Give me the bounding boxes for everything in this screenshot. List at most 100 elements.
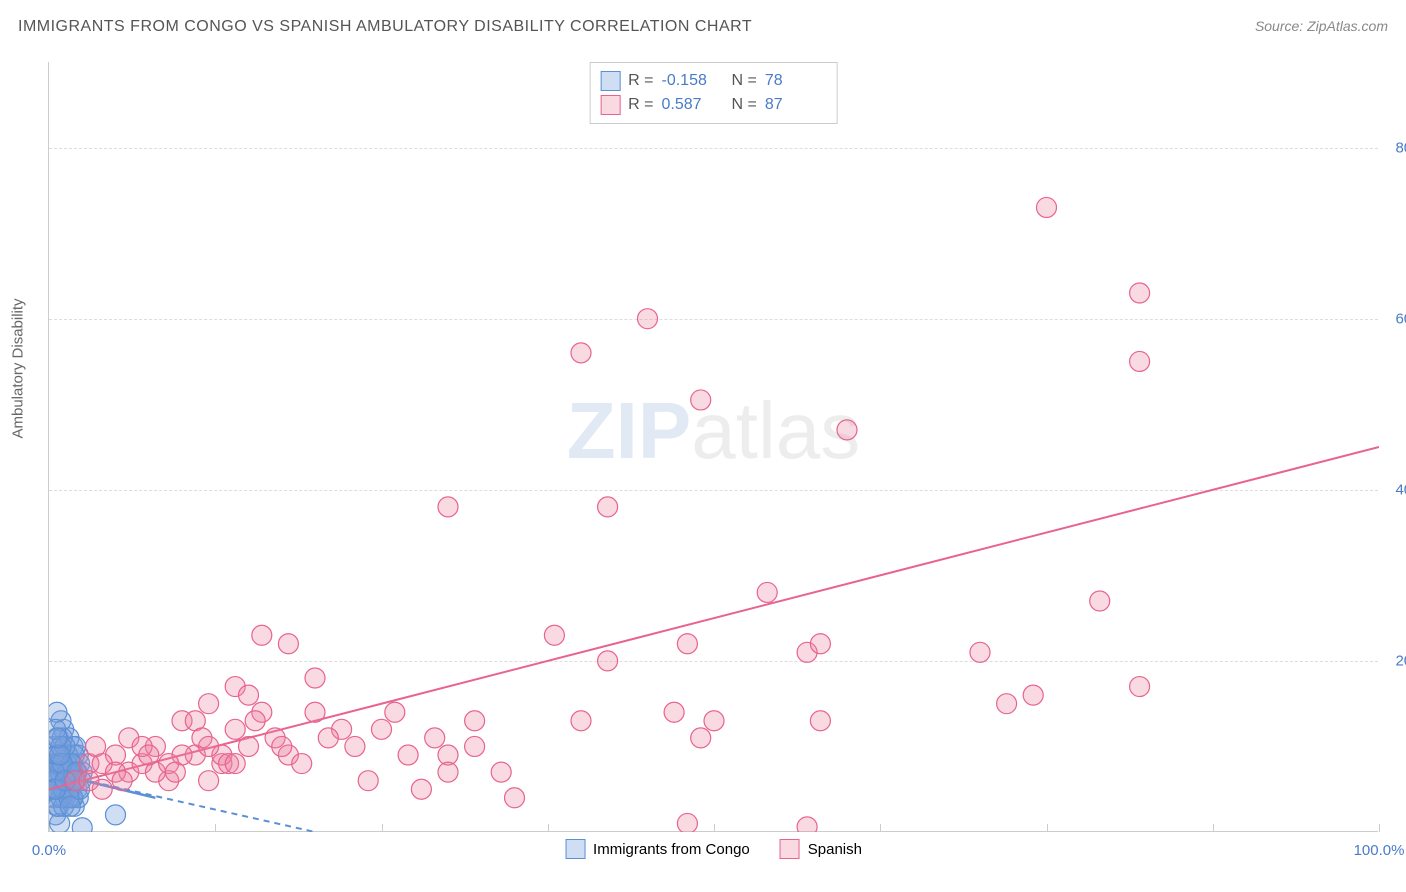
data-point [92,754,112,774]
data-point [52,779,72,799]
data-point [70,754,90,774]
watermark-light: atlas [691,386,860,475]
trend-line-1 [49,447,1379,789]
legend-item-0: Immigrants from Congo [565,839,750,859]
data-point [411,779,431,799]
data-point [159,771,179,791]
gridline [49,490,1378,491]
data-point [79,771,99,791]
data-point [49,754,64,774]
data-point [52,728,72,748]
data-point [55,762,75,782]
data-point [49,745,66,765]
data-point [797,817,817,832]
data-point [691,728,711,748]
data-point [691,390,711,410]
data-point [1090,591,1110,611]
data-point [52,745,72,765]
legend-label-1: Spanish [808,841,862,858]
trend-line-0 [49,772,315,832]
data-point [505,788,525,808]
y-axis-label: Ambulatory Disability [10,298,27,438]
data-point [66,771,86,791]
data-point [332,719,352,739]
data-point [71,771,91,791]
trend-line-solid-0 [49,772,155,798]
data-point [757,582,777,602]
data-point [1130,677,1150,697]
data-point [79,754,99,774]
data-point [165,762,185,782]
watermark-bold: ZIP [567,386,691,475]
data-point [49,771,64,791]
data-point [56,771,76,791]
data-point [54,796,74,816]
data-point [225,754,245,774]
x-tick [1379,824,1380,832]
y-tick-label: 20.0% [1395,652,1406,669]
x-tick-label: 0.0% [32,842,66,859]
chart-container: IMMIGRANTS FROM CONGO VS SPANISH AMBULAT… [0,0,1406,892]
watermark: ZIPatlas [567,385,860,477]
data-point [132,736,152,756]
data-point [571,343,591,363]
x-tick [714,824,715,832]
data-point [49,754,66,774]
data-point [1023,685,1043,705]
data-point [438,745,458,765]
data-point [112,771,132,791]
r-label-0: R = [628,72,653,90]
data-point [318,728,338,748]
data-point [86,736,106,756]
data-point [64,771,84,791]
data-point [132,754,152,774]
data-point [1130,283,1150,303]
chart-svg [49,62,1379,832]
data-point [52,754,72,774]
n-value-1: 87 [765,96,827,114]
data-point [438,762,458,782]
gridline [49,319,1378,320]
series-swatch-1 [600,95,620,115]
x-tick-label: 100.0% [1354,842,1405,859]
data-point [199,771,219,791]
data-point [58,745,78,765]
data-point [49,779,63,799]
data-point [305,702,325,722]
data-point [72,818,92,832]
data-point [55,771,75,791]
x-tick [548,824,549,832]
data-point [55,788,75,808]
data-point [385,702,405,722]
source-label: Source: ZipAtlas.com [1255,18,1388,34]
data-point [51,736,71,756]
data-point [305,668,325,688]
data-point [59,779,79,799]
data-point [54,779,74,799]
data-point [60,754,80,774]
data-point [63,736,83,756]
stat-row-1: R = 0.587 N = 87 [600,93,827,117]
data-point [345,736,365,756]
stat-box: R = -0.158 N = 78 R = 0.587 N = 87 [589,62,838,124]
data-point [51,788,71,808]
legend-item-1: Spanish [780,839,862,859]
data-point [664,702,684,722]
data-point [292,754,312,774]
r-label-1: R = [628,96,653,114]
data-point [252,702,272,722]
data-point [62,788,82,808]
data-point [106,805,126,825]
x-tick [880,824,881,832]
legend-swatch-0 [565,839,585,859]
stat-row-0: R = -0.158 N = 78 [600,69,827,93]
data-point [571,711,591,731]
data-point [219,754,239,774]
data-point [72,762,92,782]
data-point [51,771,71,791]
data-point [66,771,86,791]
data-point [59,771,79,791]
data-point [491,762,511,782]
data-point [425,728,445,748]
data-point [49,728,67,748]
